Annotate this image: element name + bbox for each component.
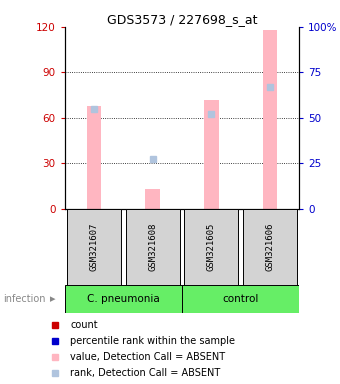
Text: percentile rank within the sample: percentile rank within the sample <box>70 336 235 346</box>
Text: GSM321607: GSM321607 <box>89 223 98 271</box>
Bar <box>262 30 277 209</box>
Text: control: control <box>222 294 259 304</box>
Title: GDS3573 / 227698_s_at: GDS3573 / 227698_s_at <box>107 13 257 26</box>
Text: count: count <box>70 320 98 330</box>
Bar <box>184 209 238 285</box>
Bar <box>243 209 297 285</box>
Bar <box>67 209 121 285</box>
Bar <box>182 285 299 313</box>
Text: C. pneumonia: C. pneumonia <box>87 294 159 304</box>
Bar <box>87 106 101 209</box>
Text: rank, Detection Call = ABSENT: rank, Detection Call = ABSENT <box>70 368 221 379</box>
Text: infection: infection <box>3 294 46 304</box>
Text: value, Detection Call = ABSENT: value, Detection Call = ABSENT <box>70 352 225 362</box>
Bar <box>125 209 180 285</box>
Bar <box>145 189 160 209</box>
Text: GSM321605: GSM321605 <box>207 223 216 271</box>
Bar <box>204 99 219 209</box>
Text: GSM321606: GSM321606 <box>266 223 274 271</box>
Text: GSM321608: GSM321608 <box>148 223 157 271</box>
Bar <box>65 285 182 313</box>
